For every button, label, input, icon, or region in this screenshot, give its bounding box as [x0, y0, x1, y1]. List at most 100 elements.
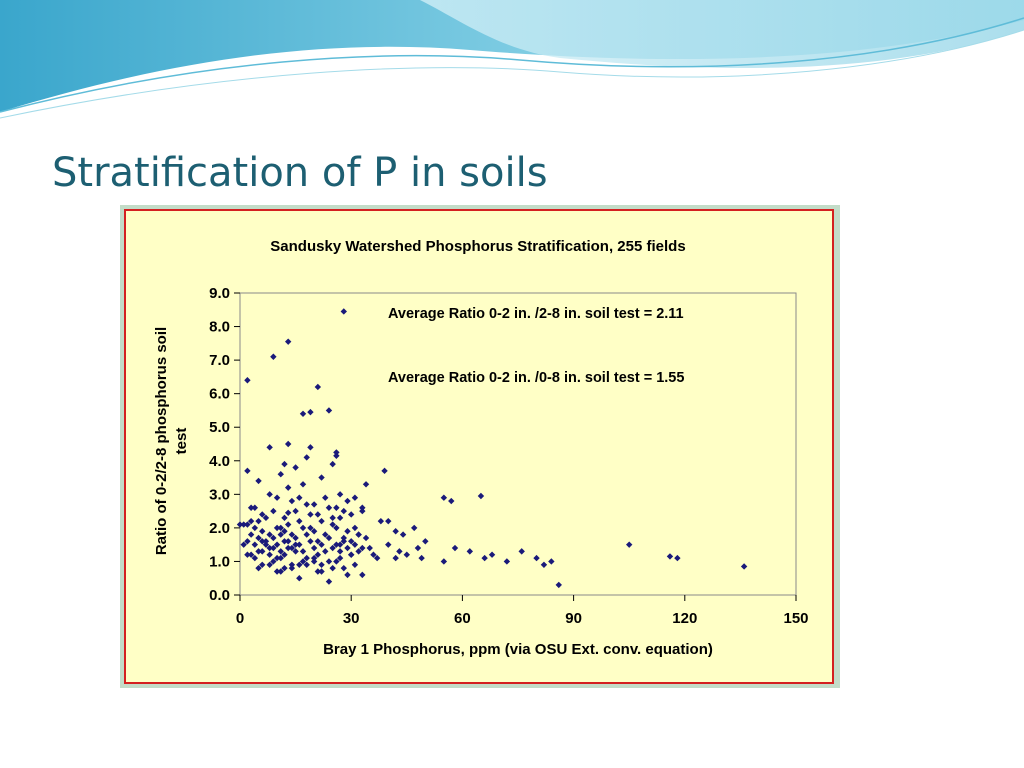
x-tick-label: 30	[343, 610, 360, 627]
data-point	[359, 544, 366, 552]
data-point	[399, 531, 407, 538]
data-point	[322, 531, 329, 538]
data-point	[466, 548, 474, 555]
data-point	[344, 497, 351, 505]
data-point	[240, 521, 247, 528]
plot-area	[239, 292, 797, 596]
data-point	[318, 474, 325, 481]
data-point	[333, 452, 340, 459]
y-tick-label: 4.0	[209, 453, 230, 470]
data-point	[299, 558, 307, 565]
data-point	[451, 544, 459, 552]
data-point	[373, 554, 381, 562]
data-point	[359, 504, 366, 511]
data-point	[270, 544, 277, 552]
data-point	[674, 554, 681, 562]
data-point	[666, 553, 674, 560]
data-point	[288, 531, 296, 538]
data-point	[333, 504, 340, 511]
annotation-ratio-0-8: Average Ratio 0-2 in. /0-8 in. soil test…	[388, 370, 684, 386]
data-point	[333, 449, 340, 456]
data-point	[310, 544, 318, 552]
data-point	[325, 578, 333, 585]
data-point	[247, 531, 255, 538]
data-point	[518, 548, 525, 555]
data-point	[247, 504, 255, 511]
data-point	[236, 521, 244, 528]
data-point	[477, 492, 485, 500]
slide-title: Stratification of P in soils	[52, 150, 548, 196]
data-point	[740, 563, 748, 570]
data-point	[336, 548, 344, 555]
data-point	[448, 497, 455, 505]
data-point	[303, 454, 310, 461]
data-point	[555, 581, 562, 589]
data-point	[251, 504, 259, 511]
data-point	[336, 491, 344, 498]
data-point	[322, 494, 329, 501]
y-axis: 0.0 1.0 2.0 3.0 4.0 5.0 6.0 7.0 8.0 9.0	[209, 285, 240, 604]
data-point	[284, 544, 292, 552]
data-point	[414, 544, 422, 552]
scatter-chart: Sandusky Watershed Phosphorus Stratifica…	[153, 238, 809, 658]
data-point	[370, 551, 377, 558]
data-point	[344, 571, 351, 579]
chart-title: Sandusky Watershed Phosphorus Stratifica…	[270, 238, 685, 255]
data-point	[325, 534, 333, 542]
data-point	[288, 544, 296, 552]
data-point	[284, 440, 292, 448]
y-tick-label: 7.0	[209, 352, 230, 369]
data-point	[440, 558, 448, 565]
y-axis-label: Ratio of 0-2/2-8 phosphorus soil test	[153, 327, 190, 555]
data-point	[270, 558, 277, 565]
data-point	[340, 534, 347, 542]
data-point	[244, 467, 251, 475]
data-point	[318, 568, 325, 575]
data-point	[325, 558, 333, 565]
data-point	[340, 308, 347, 315]
chart-panel: Sandusky Watershed Phosphorus Stratifica…	[124, 209, 834, 684]
data-point	[325, 504, 333, 511]
x-tick-label: 150	[783, 610, 808, 627]
data-point	[284, 338, 292, 345]
y-tick-label: 2.0	[209, 520, 230, 537]
data-point	[314, 511, 322, 518]
data-point	[273, 568, 281, 575]
data-point	[266, 491, 273, 498]
data-point	[314, 568, 322, 575]
data-point	[277, 471, 284, 478]
data-point	[299, 410, 307, 417]
data-points	[236, 308, 748, 589]
data-point	[348, 511, 355, 518]
data-point	[273, 554, 281, 562]
data-point	[292, 534, 299, 542]
data-point	[244, 377, 251, 384]
data-point	[251, 554, 259, 562]
data-point	[418, 554, 425, 562]
chart-frame: Sandusky Watershed Phosphorus Stratifica…	[120, 205, 840, 688]
data-point	[351, 494, 359, 501]
data-point	[322, 548, 329, 555]
y-tick-label: 8.0	[209, 319, 230, 336]
header-wave-decoration	[0, 0, 1024, 119]
x-tick-label: 120	[672, 610, 697, 627]
data-point	[259, 511, 266, 518]
data-point	[277, 548, 284, 555]
data-point	[548, 558, 555, 565]
data-point	[244, 521, 251, 528]
data-point	[344, 544, 351, 552]
y-tick-label: 5.0	[209, 419, 230, 436]
data-point	[266, 544, 273, 552]
data-point	[277, 524, 284, 532]
data-point	[333, 524, 340, 532]
data-point	[329, 544, 336, 552]
data-point	[329, 521, 336, 528]
y-tick-label: 6.0	[209, 386, 230, 403]
data-point	[277, 554, 284, 562]
data-point	[255, 534, 262, 542]
data-point	[314, 383, 322, 391]
data-point	[351, 524, 359, 532]
data-point	[392, 554, 399, 562]
y-axis-label-line-2: test	[173, 428, 190, 455]
x-tick-label: 0	[236, 610, 244, 627]
